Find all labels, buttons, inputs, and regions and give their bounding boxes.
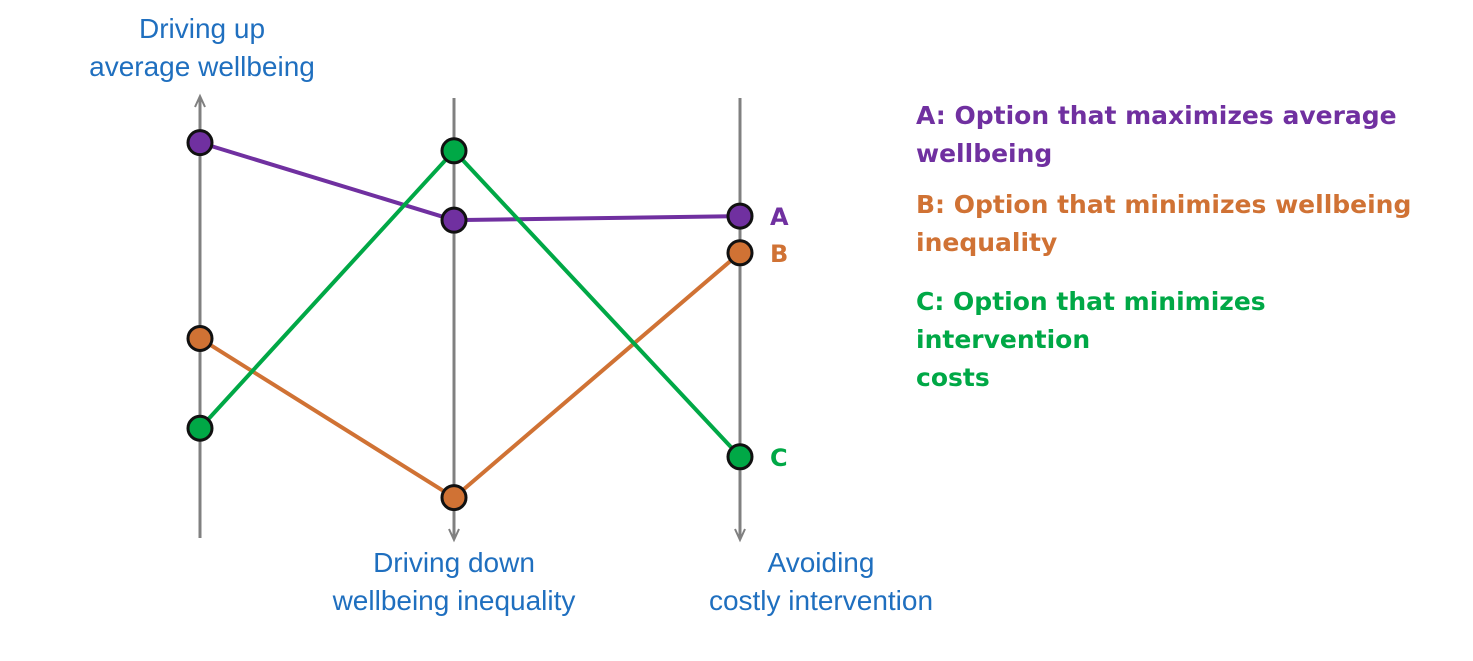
axis-arrowhead — [448, 528, 460, 543]
series-end-label-c: C — [770, 444, 788, 472]
legend-text: inequality — [916, 228, 1058, 257]
end-labels-layer: AB C — [770, 203, 789, 472]
legend-text: B: Option that minimizes wellbeing — [916, 190, 1412, 219]
series-line-a — [199, 140, 741, 223]
legend-entry-b: B: Option that minimizes wellbeing inequ… — [916, 186, 1436, 262]
data-point-c — [186, 414, 214, 442]
series-line-b — [198, 251, 742, 500]
axis-title-line: wellbeing inequality — [332, 585, 576, 616]
data-point-a — [186, 129, 214, 157]
data-point-a — [726, 202, 754, 230]
axis-title-line: Driving down — [373, 547, 535, 578]
data-point-c — [726, 443, 754, 471]
legend-text: wellbeing — [916, 139, 1053, 168]
legend-entry-a: A: Option that maximizes average wellbei… — [916, 97, 1436, 173]
axis-title-average-wellbeing: Driving up average wellbeing — [62, 10, 342, 86]
axis-arrowhead — [194, 93, 206, 108]
data-point-c — [440, 137, 468, 165]
axis-title-line: costly intervention — [708, 585, 934, 616]
data-point-a — [440, 206, 468, 234]
axis-title-line: Driving up — [138, 13, 266, 44]
axis-title-intervention-cost: Avoiding costly intervention — [666, 544, 976, 620]
axis-title-line: average wellbeing — [89, 51, 315, 82]
data-point-b — [440, 484, 468, 512]
legend-text: costs — [916, 363, 990, 392]
axis-title-wellbeing-inequality: Driving down wellbeing inequality — [294, 544, 614, 620]
series-end-label-b: B — [770, 240, 788, 268]
series-end-label-a: A — [770, 203, 789, 231]
axis-arrowhead — [734, 528, 746, 543]
data-point-b — [186, 324, 214, 352]
axis-title-line: Avoiding — [767, 547, 875, 578]
series-line-c — [198, 148, 742, 459]
data-point-b — [726, 239, 754, 267]
points-layer — [186, 129, 754, 512]
legend-text: A: Option that maximizes average — [916, 101, 1397, 130]
legend-text: C: Option that minimizes intervention — [916, 287, 1266, 354]
legend-entry-c: C: Option that minimizes intervention co… — [916, 283, 1436, 397]
lines-layer — [198, 140, 742, 500]
